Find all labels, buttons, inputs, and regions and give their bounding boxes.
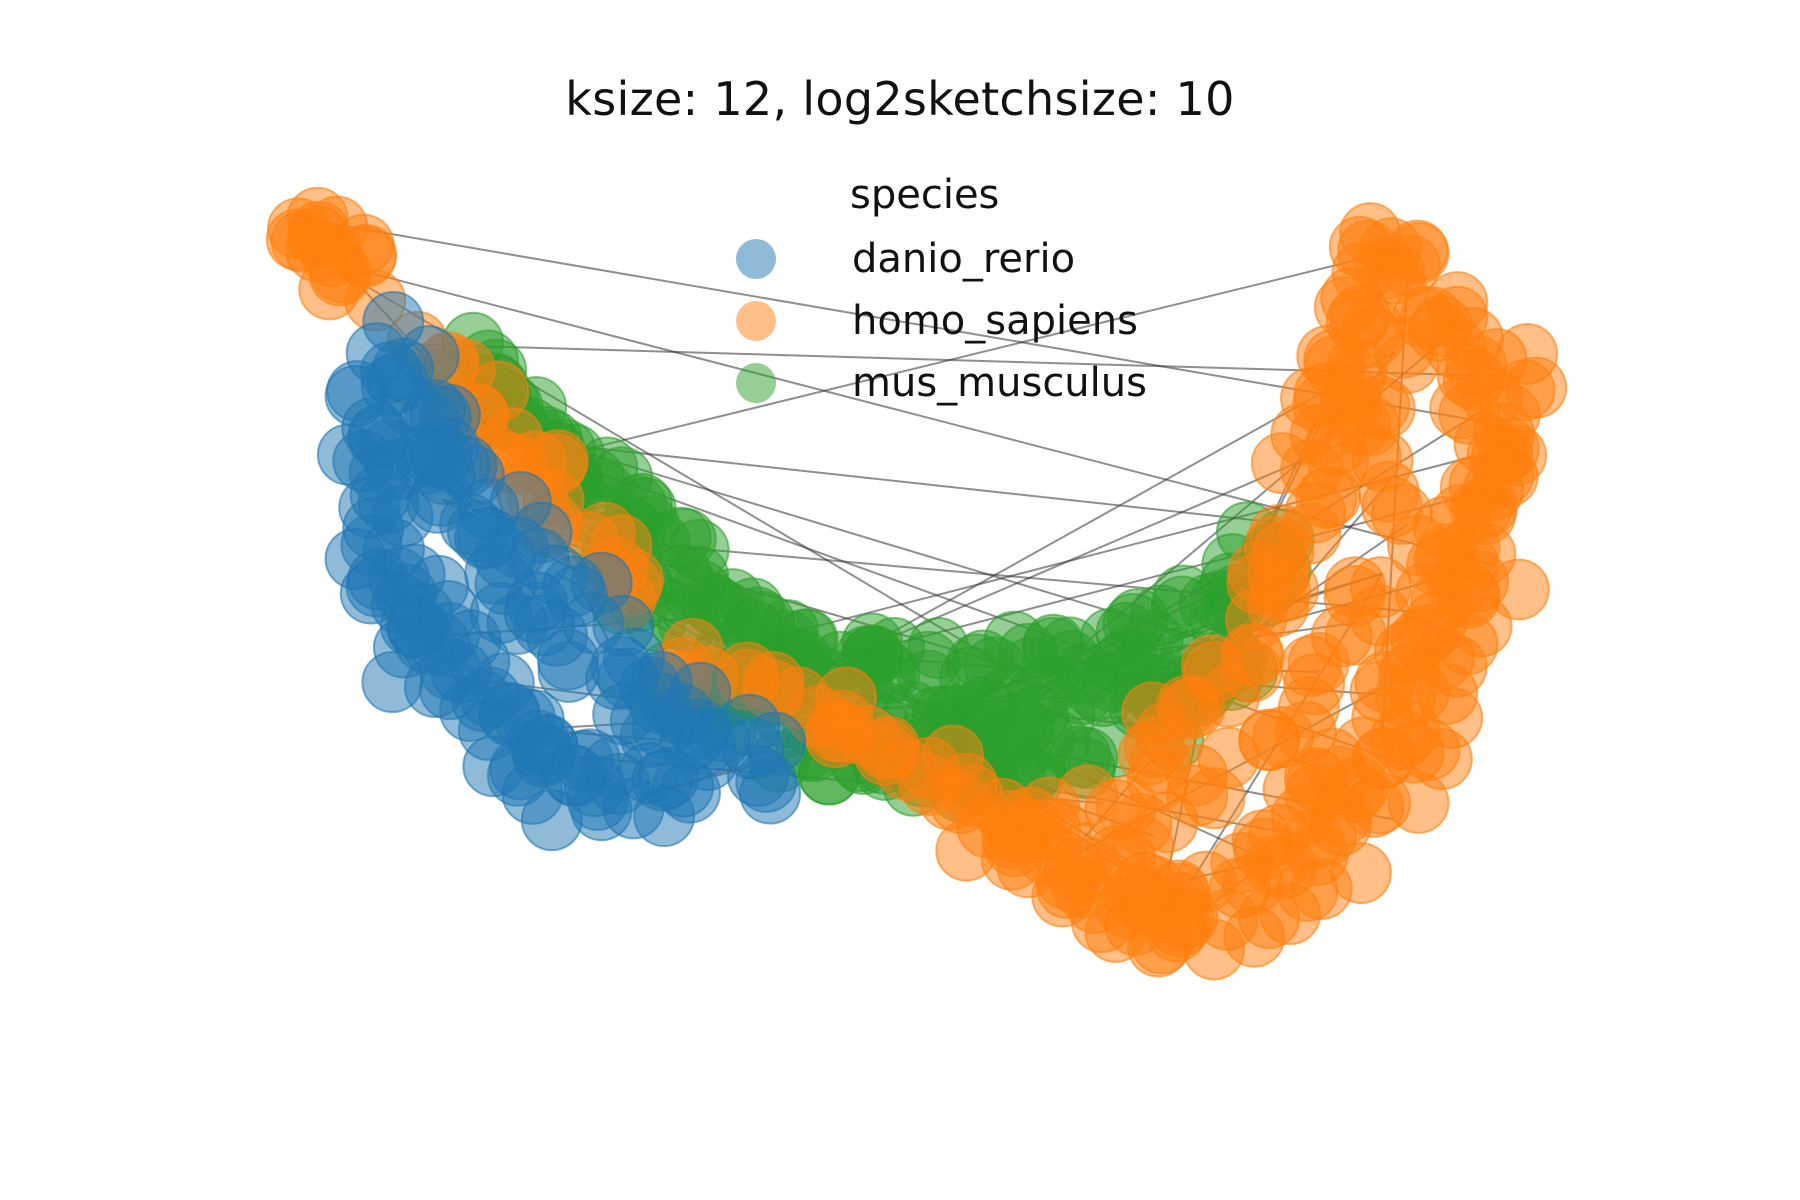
node-danio-rerio <box>439 493 502 556</box>
node-homo-sapiens <box>1391 286 1454 349</box>
node-homo-sapiens <box>1438 382 1501 445</box>
legend-entry-mus-musculus: mus_musculus <box>720 352 1160 414</box>
chart-title: ksize: 12, log2sketchsize: 10 <box>565 72 1235 126</box>
node-homo-sapiens <box>1325 290 1388 353</box>
legend-marker-homo-sapiens <box>736 301 776 341</box>
point-layer <box>265 186 1568 981</box>
node-homo-sapiens <box>1036 856 1099 919</box>
node-homo-sapiens <box>836 705 899 768</box>
node-homo-sapiens <box>1377 643 1440 706</box>
legend-title: species <box>850 172 1000 218</box>
node-danio-rerio <box>590 635 653 698</box>
node-danio-rerio <box>410 424 473 487</box>
node-homo-sapiens <box>1238 709 1301 772</box>
node-homo-sapiens <box>285 220 348 283</box>
node-homo-sapiens <box>1286 749 1349 812</box>
node-homo-sapiens <box>1279 635 1342 698</box>
node-mus-musculus <box>1150 575 1213 638</box>
node-homo-sapiens <box>1412 496 1475 559</box>
node-homo-sapiens <box>1180 634 1243 697</box>
node-homo-sapiens <box>1225 588 1288 651</box>
node-homo-sapiens <box>935 752 998 815</box>
node-homo-sapiens <box>1134 701 1197 764</box>
node-homo-sapiens <box>1472 443 1535 506</box>
legend-entry-danio-rerio: danio_rerio <box>720 228 1160 290</box>
node-homo-sapiens <box>1349 556 1412 619</box>
series-homo-sapiens <box>265 186 1568 981</box>
node-danio-rerio <box>536 628 599 691</box>
node-homo-sapiens <box>1351 430 1414 493</box>
node-danio-rerio <box>361 651 424 714</box>
legend-marker-danio-rerio <box>736 239 776 279</box>
legend-entry-homo-sapiens: homo_sapiens <box>720 290 1160 352</box>
legend-label-mus-musculus: mus_musculus <box>852 360 1147 406</box>
node-homo-sapiens <box>1248 803 1311 866</box>
legend-marker-mus-musculus <box>736 363 776 403</box>
legend: species danio_rerio homo_sapiens mus_mus… <box>720 172 1160 414</box>
node-homo-sapiens <box>1279 502 1342 565</box>
series-danio-rerio <box>316 290 807 852</box>
node-homo-sapiens <box>1152 887 1215 950</box>
node-danio-rerio <box>739 762 802 825</box>
network-edge <box>480 252 1383 477</box>
legend-label-danio-rerio: danio_rerio <box>852 236 1076 282</box>
node-homo-sapiens <box>1339 202 1402 265</box>
node-homo-sapiens <box>1250 432 1313 495</box>
node-homo-sapiens <box>1183 767 1246 830</box>
node-mus-musculus <box>951 629 1014 692</box>
legend-label-homo-sapiens: homo_sapiens <box>852 298 1138 344</box>
